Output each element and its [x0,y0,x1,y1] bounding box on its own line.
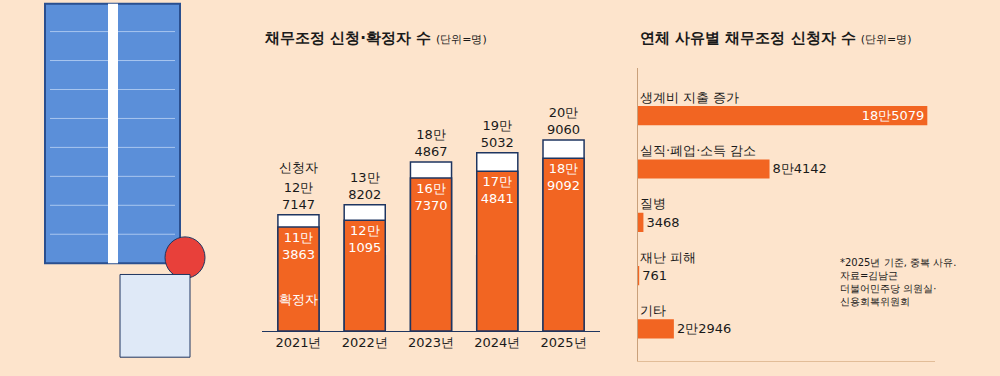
svg-text:신청자: 신청자 [279,160,318,175]
svg-text:질병: 질병 [640,196,666,211]
svg-text:채무조정 신청·확정자 수 (단위=명): 채무조정 신청·확정자 수 (단위=명) [264,29,487,47]
svg-text:761: 761 [642,268,667,283]
svg-text:19만5032: 19만5032 [481,118,514,150]
svg-text:13만8202: 13만8202 [348,170,381,202]
svg-text:2022년: 2022년 [342,335,388,350]
svg-text:18만4867: 18만4867 [414,127,447,159]
svg-text:기타: 기타 [640,303,666,318]
svg-text:생계비 지출 증가: 생계비 지출 증가 [640,90,739,105]
svg-text:16만7370: 16만7370 [414,181,447,213]
svg-text:2021년: 2021년 [275,335,321,350]
svg-text:20만9060: 20만9060 [547,105,580,137]
svg-text:18만9092: 18만9092 [547,161,580,193]
svg-text:18만5079: 18만5079 [862,108,925,123]
svg-text:*2025년 기준, 중복 사유.자료=김남근더불어민주당: *2025년 기준, 중복 사유.자료=김남근더불어민주당 의원실·신용회복위원… [840,257,956,307]
svg-text:8만4142: 8만4142 [773,161,827,176]
svg-text:확정자: 확정자 [279,292,318,307]
svg-text:2024년: 2024년 [474,335,520,350]
svg-text:12만7147: 12만7147 [282,180,315,212]
svg-text:17만4841: 17만4841 [481,174,514,206]
svg-text:2만2946: 2만2946 [677,321,731,336]
svg-text:2025년: 2025년 [541,335,587,350]
svg-text:실직·폐업·소득 감소: 실직·폐업·소득 감소 [640,143,756,158]
svg-text:2023년: 2023년 [408,335,454,350]
svg-text:11만3863: 11만3863 [282,230,315,262]
svg-text:연체 사유별 채무조정 신청자 수 (단위=명): 연체 사유별 채무조정 신청자 수 (단위=명) [640,29,911,47]
svg-text:재난 피해: 재난 피해 [640,250,696,265]
svg-text:12만1095: 12만1095 [348,223,381,255]
svg-text:3468: 3468 [646,215,679,230]
